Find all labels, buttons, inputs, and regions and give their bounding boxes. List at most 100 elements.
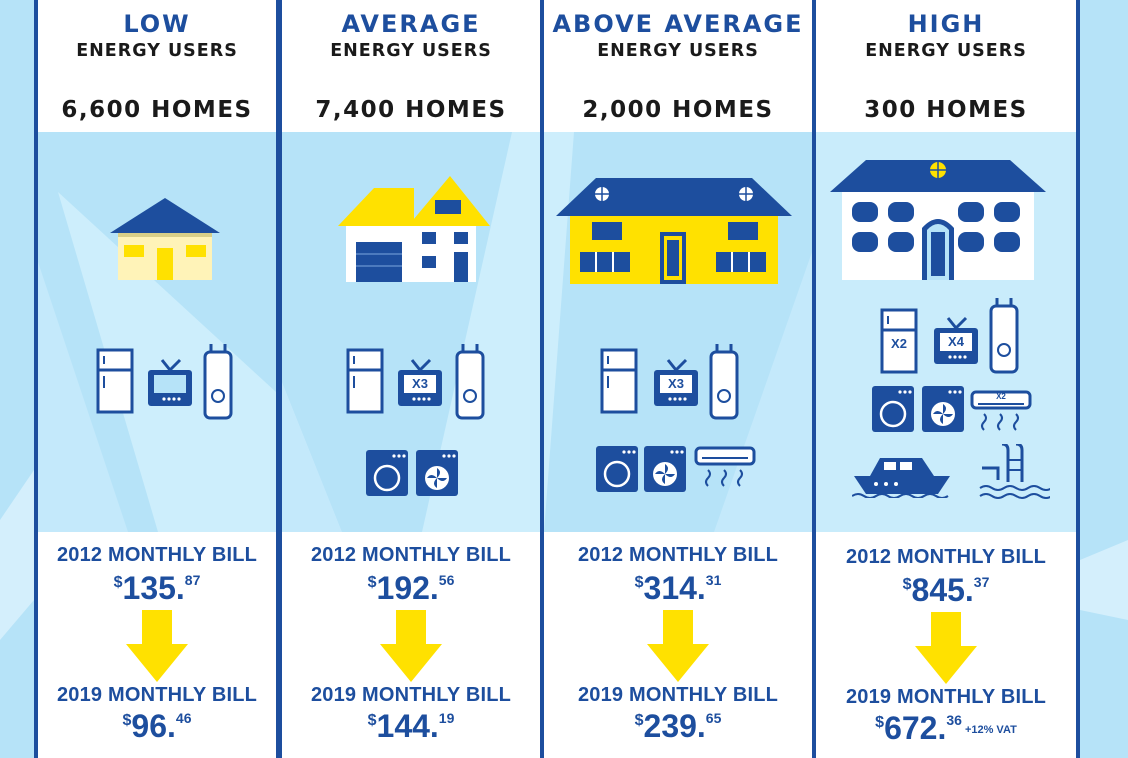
amount-main: 672. bbox=[884, 710, 947, 746]
column-header: LOW ENERGY USERS 6,600 HOMES bbox=[38, 0, 276, 132]
currency-symbol: $ bbox=[367, 712, 377, 729]
amount-main: 135. bbox=[122, 570, 185, 606]
fridge-icon bbox=[346, 348, 384, 414]
bill-2012-value: $135.87 bbox=[38, 570, 276, 607]
bill-2012-label: 2012 MONTHLY BILL bbox=[845, 546, 1047, 568]
water-heater-icon bbox=[989, 298, 1019, 374]
column-title: ABOVE AVERAGE bbox=[552, 10, 804, 38]
homes-count: 6,600 HOMES bbox=[61, 97, 253, 123]
bill-2019-value: $96.46 bbox=[38, 708, 276, 745]
amount-cents: 37 bbox=[973, 574, 990, 590]
amount-main: 239. bbox=[643, 708, 706, 744]
dryer-icon bbox=[416, 450, 458, 496]
amount-cents: 56 bbox=[438, 572, 455, 588]
bill-2019-label: 2019 MONTHLY BILL bbox=[845, 686, 1047, 708]
air-conditioner-icon bbox=[694, 446, 756, 487]
tv-icon: X3 bbox=[652, 358, 700, 408]
bill-2019-value: $239.65 bbox=[544, 708, 812, 745]
column-above-average: ABOVE AVERAGE ENERGY USERS 2,000 HOMES bbox=[540, 0, 816, 758]
amount-main: 845. bbox=[911, 572, 974, 608]
column-header: ABOVE AVERAGE ENERGY USERS 2,000 HOMES bbox=[544, 0, 812, 132]
bill-2012-value: $192.56 bbox=[282, 570, 540, 607]
column-subtitle: ENERGY USERS bbox=[330, 41, 492, 61]
vat-note: +12% VAT bbox=[964, 724, 1017, 736]
bill-2019-label: 2019 MONTHLY BILL bbox=[310, 684, 512, 706]
water-heater-icon bbox=[709, 344, 739, 420]
water-heater-icon bbox=[203, 344, 233, 420]
light-rays bbox=[38, 192, 276, 532]
ac-count-label: X2 bbox=[996, 392, 1006, 401]
column-header: AVERAGE ENERGY USERS 7,400 HOMES bbox=[282, 0, 540, 132]
currency-symbol: $ bbox=[122, 712, 132, 729]
column-title: HIGH bbox=[907, 10, 985, 38]
down-arrow-icon bbox=[647, 610, 709, 682]
homes-count: 2,000 HOMES bbox=[582, 97, 774, 123]
currency-symbol: $ bbox=[367, 574, 377, 591]
two-story-house-icon bbox=[338, 176, 490, 282]
mansion-icon bbox=[830, 160, 1046, 280]
large-house-icon bbox=[556, 178, 792, 284]
currency-symbol: $ bbox=[902, 576, 912, 593]
down-arrow-icon bbox=[915, 612, 977, 684]
homes-count: 300 HOMES bbox=[864, 97, 1028, 123]
bill-panel: 2012 MONTHLY BILL $314.31 2019 MONTHLY B… bbox=[544, 532, 812, 758]
column-subtitle: ENERGY USERS bbox=[76, 41, 238, 61]
amount-main: 314. bbox=[643, 570, 706, 606]
amount-cents: 36 bbox=[946, 712, 962, 728]
fridge-icon bbox=[600, 348, 638, 414]
homes-count: 7,400 HOMES bbox=[315, 97, 507, 123]
bill-2012-value: $845.37 bbox=[816, 572, 1076, 609]
fridge-count-label: X2 bbox=[891, 336, 907, 351]
amount-cents: 46 bbox=[175, 710, 192, 726]
illustration-panel bbox=[38, 132, 276, 532]
light-rays bbox=[282, 132, 540, 532]
pool-icon bbox=[979, 444, 1050, 499]
amount-cents: 31 bbox=[705, 572, 722, 588]
bill-panel: 2012 MONTHLY BILL $192.56 2019 MONTHLY B… bbox=[282, 532, 540, 758]
down-arrow-icon bbox=[126, 610, 188, 682]
dryer-icon bbox=[922, 386, 964, 432]
bill-2019-label: 2019 MONTHLY BILL bbox=[56, 684, 258, 706]
tv-icon: X3 bbox=[396, 358, 444, 408]
currency-symbol: $ bbox=[634, 574, 644, 591]
column-header: HIGH ENERGY USERS 300 HOMES bbox=[816, 0, 1076, 132]
amount-cents: 87 bbox=[184, 572, 201, 588]
column-high: HIGH ENERGY USERS 300 HOMES bbox=[812, 0, 1080, 758]
column-low: LOW ENERGY USERS 6,600 HOMES bbox=[34, 0, 280, 758]
amount-cents: 65 bbox=[705, 710, 722, 726]
amount-main: 144. bbox=[376, 708, 439, 744]
tv-count-label: X3 bbox=[412, 376, 428, 391]
bill-2019-value: $672.36+12% VAT bbox=[816, 710, 1076, 747]
bill-2012-value: $314.31 bbox=[544, 570, 812, 607]
bill-2012-label: 2012 MONTHLY BILL bbox=[310, 544, 512, 566]
fridge-icon bbox=[96, 348, 134, 414]
air-conditioner-icon: X2 bbox=[970, 390, 1034, 436]
washing-machine-icon bbox=[872, 386, 914, 432]
tv-count-label: X3 bbox=[668, 376, 684, 391]
tv-icon bbox=[148, 358, 192, 406]
bill-panel: 2012 MONTHLY BILL $135.87 2019 MONTHLY B… bbox=[38, 532, 276, 758]
bill-2019-value: $144.19 bbox=[282, 708, 540, 745]
tv-icon: X4 bbox=[932, 316, 980, 366]
water-heater-icon bbox=[455, 344, 485, 420]
illustration-panel: X3 bbox=[544, 132, 812, 532]
currency-symbol: $ bbox=[113, 574, 123, 591]
down-arrow-icon bbox=[380, 610, 442, 682]
washing-machine-icon bbox=[366, 450, 408, 496]
washing-machine-icon bbox=[596, 446, 638, 492]
bill-2012-label: 2012 MONTHLY BILL bbox=[577, 544, 779, 566]
currency-symbol: $ bbox=[634, 712, 644, 729]
illustration-panel: X3 bbox=[282, 132, 540, 532]
column-title: LOW bbox=[123, 10, 191, 38]
column-average: AVERAGE ENERGY USERS 7,400 HOMES bbox=[278, 0, 544, 758]
bill-panel: 2012 MONTHLY BILL $845.37 2019 MONTHLY B… bbox=[816, 532, 1076, 758]
fridge-icon: X2 bbox=[880, 308, 920, 374]
illustration-panel: X2 X4 bbox=[816, 132, 1076, 532]
amount-cents: 19 bbox=[438, 710, 455, 726]
boat-icon bbox=[852, 458, 950, 498]
currency-symbol: $ bbox=[875, 714, 885, 731]
amount-main: 192. bbox=[376, 570, 439, 606]
column-subtitle: ENERGY USERS bbox=[865, 41, 1027, 61]
dryer-icon bbox=[644, 446, 686, 492]
